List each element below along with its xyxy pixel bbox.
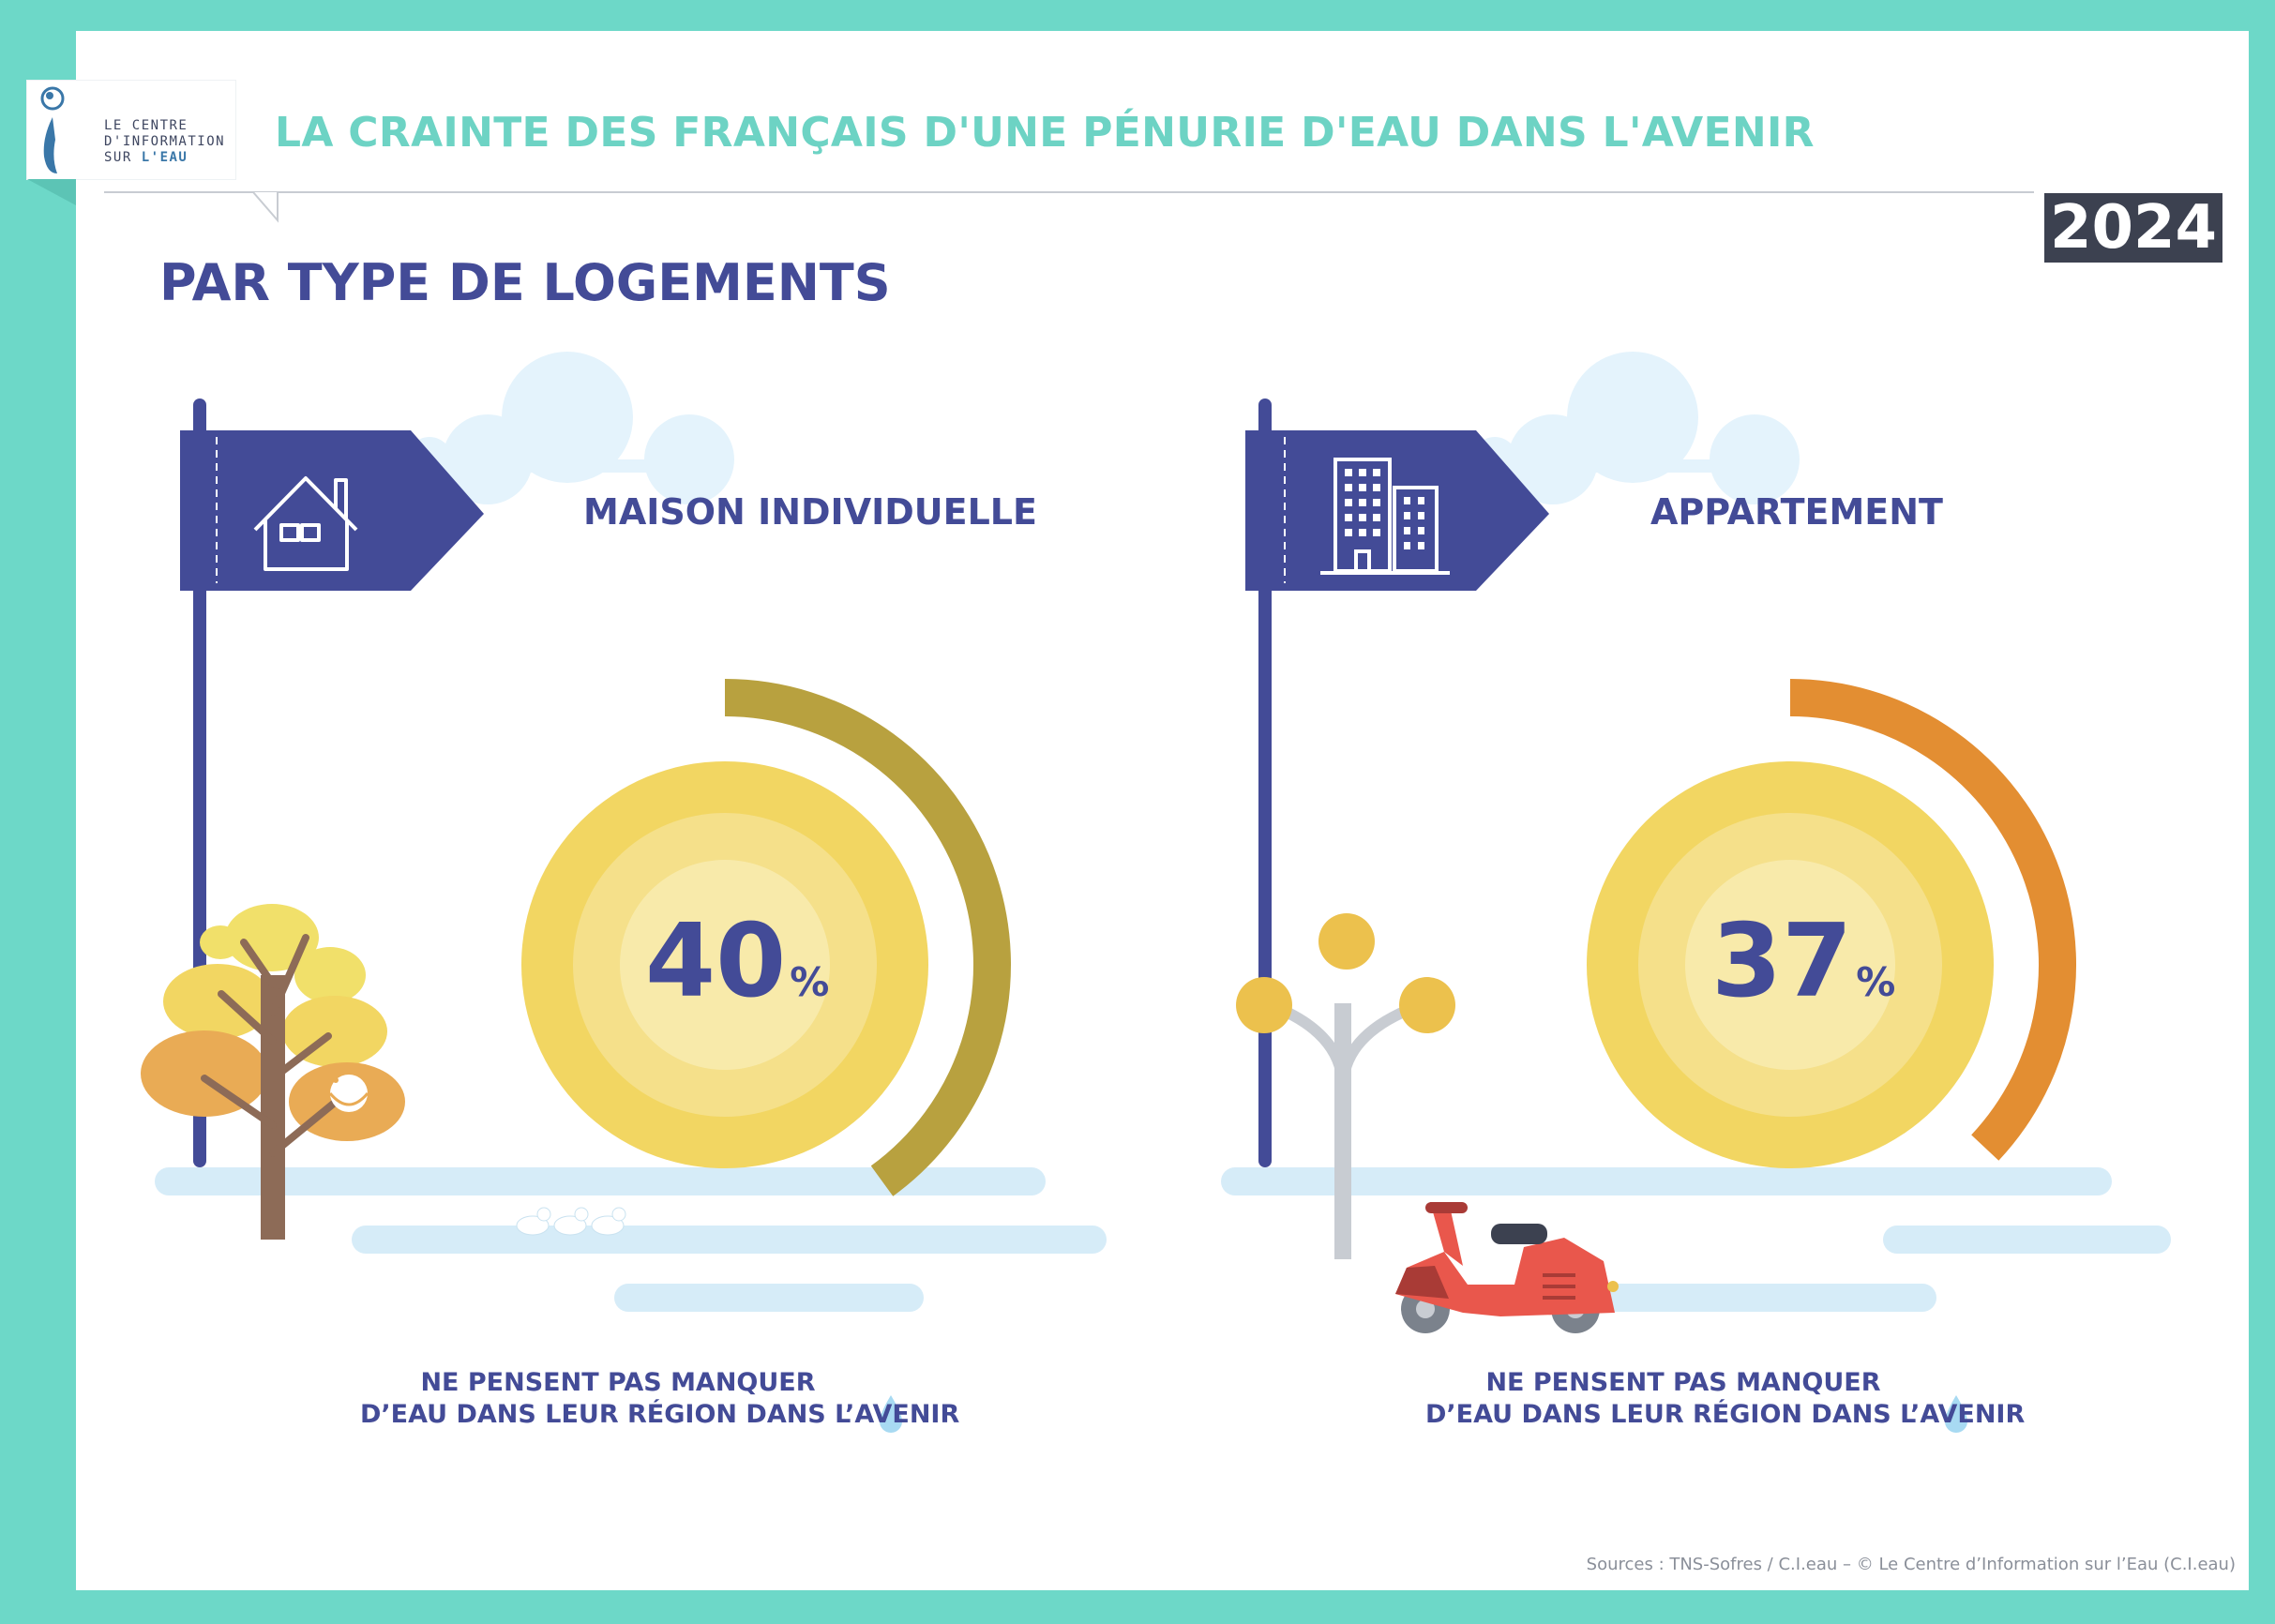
header-divider xyxy=(104,191,2034,193)
sun-disc-right xyxy=(1587,761,1994,1168)
caption-maison: NE PENSENT PAS MANQUER D’EAU DANS LEUR R… xyxy=(360,1367,960,1431)
bird-icon xyxy=(328,1075,369,1112)
percentage-arc-appartement xyxy=(1789,679,2076,1161)
ducks-icon xyxy=(516,1207,626,1236)
caption-line-1: NE PENSENT PAS MANQUER xyxy=(420,1368,816,1397)
caption-appartement: NE PENSENT PAS MANQUER D’EAU DANS LEUR R… xyxy=(1425,1367,2026,1431)
tree-illustration xyxy=(141,904,405,1240)
logo-text-line-1: LE CENTRE xyxy=(104,118,188,133)
building-icon xyxy=(1320,458,1450,575)
page-title: LA CRAINTE DES FRANÇAIS D'UNE PÉNURIE D'… xyxy=(275,109,1815,157)
flag-left xyxy=(180,430,484,591)
ground-puddles-left xyxy=(155,1167,1107,1312)
caption-line-2: D’EAU DANS LEUR RÉGION DANS L’AVENIR xyxy=(360,1400,960,1429)
category-label-appartement: APPARTEMENT xyxy=(1650,491,1943,533)
divider-notch xyxy=(252,192,279,223)
flag-right xyxy=(1245,430,1549,591)
caption-line-1: NE PENSENT PAS MANQUER xyxy=(1485,1368,1881,1397)
ground-puddles-right xyxy=(1221,1167,2171,1312)
street-lamp-illustration xyxy=(1236,913,1455,1259)
logo-fold xyxy=(27,179,76,205)
caption-line-2: D’EAU DANS LEUR RÉGION DANS L’AVENIR xyxy=(1425,1400,2026,1429)
logo-accent-text: L'EAU xyxy=(141,150,188,165)
section-title: PAR TYPE DE LOGEMENTS xyxy=(159,253,891,312)
cloud-left xyxy=(403,352,734,504)
category-label-maison: MAISON INDIVIDUELLE xyxy=(583,491,1037,533)
logo-text-line-2: D'INFORMATION xyxy=(104,134,226,149)
logo xyxy=(27,81,235,179)
percentage-arc-maison xyxy=(724,679,1011,1196)
scooter-illustration xyxy=(1395,1202,1619,1333)
percent-value-appartement: 37% xyxy=(1711,903,1896,1020)
building-windows xyxy=(1345,469,1424,549)
sun-disc-left xyxy=(521,761,928,1168)
logo-drop-icon xyxy=(40,86,65,173)
percent-value-maison: 40% xyxy=(645,903,830,1020)
cloud-right xyxy=(1469,352,1800,504)
sources-footnote: Sources : TNS-Sofres / C.I.eau – © Le Ce… xyxy=(1586,1555,2236,1574)
logo-text-line-3: SUR L'EAU xyxy=(104,150,188,165)
water-drop-icon xyxy=(880,1395,902,1433)
year-badge: 2024 xyxy=(2044,193,2222,263)
house-icon xyxy=(253,476,358,571)
water-drop-icon xyxy=(1945,1395,1967,1433)
